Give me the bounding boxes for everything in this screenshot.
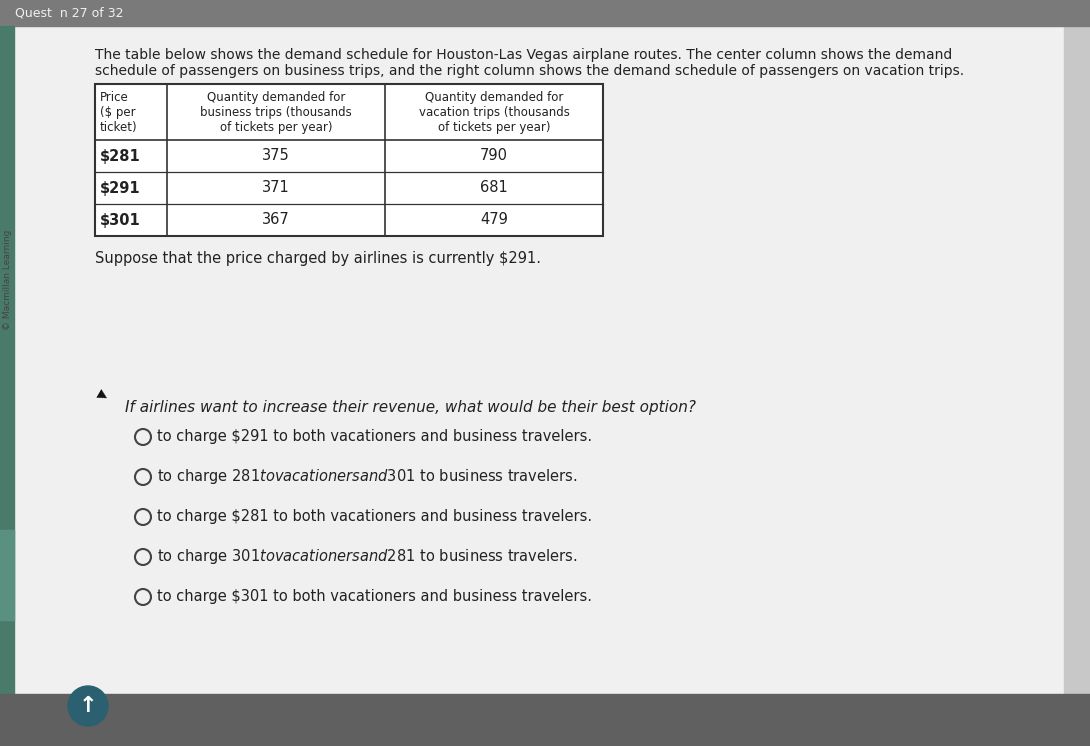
Text: to charge $301 to vacationers and $281 to business travelers.: to charge $301 to vacationers and $281 t… bbox=[157, 548, 578, 566]
Text: $301: $301 bbox=[100, 213, 141, 228]
Text: vacation trips (thousands: vacation trips (thousands bbox=[419, 106, 569, 119]
Bar bbox=[0, 530, 14, 620]
Text: 367: 367 bbox=[262, 213, 290, 228]
Bar bbox=[14, 26, 1064, 694]
Text: Quantity demanded for: Quantity demanded for bbox=[207, 91, 346, 104]
Text: to charge $281 to both vacationers and business travelers.: to charge $281 to both vacationers and b… bbox=[157, 510, 592, 524]
Text: ▶: ▶ bbox=[95, 387, 110, 403]
Text: to charge $301 to both vacationers and business travelers.: to charge $301 to both vacationers and b… bbox=[157, 589, 592, 604]
Text: business trips (thousands: business trips (thousands bbox=[201, 106, 352, 119]
Text: 375: 375 bbox=[262, 148, 290, 163]
Text: 479: 479 bbox=[480, 213, 508, 228]
Bar bbox=[95, 84, 603, 236]
Text: Quest  n 27 of 32: Quest n 27 of 32 bbox=[15, 7, 123, 19]
Text: Price: Price bbox=[100, 91, 129, 104]
Text: ticket): ticket) bbox=[100, 121, 137, 134]
Bar bbox=[0, 0, 1090, 26]
Text: 790: 790 bbox=[480, 148, 508, 163]
Text: of tickets per year): of tickets per year) bbox=[438, 121, 550, 134]
Text: If airlines want to increase their revenue, what would be their best option?: If airlines want to increase their reven… bbox=[125, 400, 697, 415]
Text: $281: $281 bbox=[100, 148, 141, 163]
Text: Quantity demanded for: Quantity demanded for bbox=[425, 91, 564, 104]
Text: to charge $291 to both vacationers and business travelers.: to charge $291 to both vacationers and b… bbox=[157, 430, 592, 445]
Bar bbox=[0, 26, 14, 706]
Text: $291: $291 bbox=[100, 181, 141, 195]
Text: ($ per: ($ per bbox=[100, 106, 135, 119]
Text: ↑: ↑ bbox=[78, 696, 97, 716]
Circle shape bbox=[68, 686, 108, 726]
Text: © Macmillan Learning: © Macmillan Learning bbox=[3, 230, 12, 330]
Text: Suppose that the price charged by airlines is currently $291.: Suppose that the price charged by airlin… bbox=[95, 251, 541, 266]
Bar bbox=[1064, 26, 1090, 694]
Text: 371: 371 bbox=[262, 181, 290, 195]
Text: schedule of passengers on business trips, and the right column shows the demand : schedule of passengers on business trips… bbox=[95, 64, 965, 78]
Text: The table below shows the demand schedule for Houston-Las Vegas airplane routes.: The table below shows the demand schedul… bbox=[95, 48, 953, 62]
Bar bbox=[95, 84, 603, 236]
Text: of tickets per year): of tickets per year) bbox=[220, 121, 332, 134]
Bar bbox=[0, 694, 1090, 746]
Text: 681: 681 bbox=[480, 181, 508, 195]
Text: to charge $281 to vacationers and $301 to business travelers.: to charge $281 to vacationers and $301 t… bbox=[157, 468, 578, 486]
